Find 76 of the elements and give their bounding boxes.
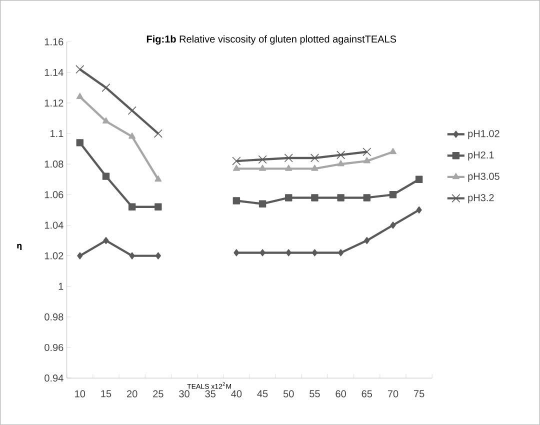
point [128, 132, 136, 139]
legend-label: pH3.2 [468, 194, 494, 204]
point [337, 160, 344, 166]
legend-label: pH1.02 [468, 130, 500, 140]
y-tick-label: 0.96 [44, 344, 64, 352]
y-tick-label: 1.16 [44, 38, 64, 46]
point [154, 129, 162, 138]
point [259, 164, 266, 171]
chart-title: Fig:1b Relative viscosity of gluten plotted againstTEALS [146, 35, 396, 45]
point [103, 236, 109, 244]
point [234, 249, 240, 256]
y-tick-label: 1.02 [44, 252, 64, 260]
point [311, 194, 318, 202]
point [154, 175, 162, 182]
point [285, 164, 292, 171]
y-tick-label: 0.98 [44, 313, 64, 321]
x-tick-label: 15 [101, 390, 112, 398]
point [102, 172, 110, 180]
point [260, 249, 266, 256]
x-tick-label: 70 [388, 390, 398, 398]
point [362, 148, 372, 156]
point [284, 154, 293, 162]
point [154, 203, 162, 211]
y-tick-label: 1.12 [44, 100, 64, 106]
x-tick-label: 35 [205, 390, 216, 398]
point [312, 249, 318, 256]
point [129, 252, 135, 260]
point [155, 252, 161, 260]
point [232, 197, 240, 204]
point [415, 176, 423, 184]
point [258, 155, 267, 164]
point [102, 117, 110, 124]
point [232, 156, 241, 166]
x-tick-label: 50 [283, 390, 294, 398]
point [389, 191, 397, 198]
x-tick-label: 55 [310, 390, 320, 398]
point [311, 164, 318, 171]
y-tick-label: 1.06 [44, 191, 64, 198]
point [363, 157, 370, 164]
y-tick-label: 1.08 [44, 160, 64, 168]
point [232, 164, 240, 171]
x-tick-label: 10 [75, 390, 86, 398]
point [363, 194, 370, 202]
point [390, 222, 396, 229]
point [389, 148, 397, 154]
point [77, 252, 83, 260]
point [102, 83, 110, 92]
x-tick-label: 65 [362, 390, 372, 398]
point [416, 206, 422, 214]
point [76, 65, 84, 74]
point [76, 92, 84, 100]
y-tick-label: 1.04 [44, 222, 64, 229]
x-tick-label: 25 [153, 390, 164, 398]
point [286, 249, 292, 256]
y-axis-title: η [17, 244, 22, 250]
x-tick-label: 30 [179, 390, 190, 398]
x-tick-label: 20 [127, 390, 138, 398]
x-tick-label: 40 [231, 390, 242, 398]
point [337, 194, 344, 202]
point [336, 150, 346, 160]
point [76, 139, 84, 146]
point [338, 249, 344, 256]
x-tick-label: 60 [336, 390, 346, 398]
legend-label: pH2.1 [468, 151, 494, 161]
y-tick-label: 1.1 [50, 130, 64, 138]
point [258, 200, 266, 208]
y-tick-label: 0.94 [44, 374, 64, 382]
point [285, 194, 292, 202]
point [364, 236, 370, 244]
point [128, 203, 136, 211]
point [310, 154, 320, 162]
y-tick-label: 1 [58, 282, 64, 290]
y-tick-label: 1.14 [44, 68, 64, 76]
x-tick-label: 75 [414, 390, 424, 398]
x-tick-label: 45 [257, 390, 268, 398]
legend-label: pH3.05 [468, 172, 500, 182]
